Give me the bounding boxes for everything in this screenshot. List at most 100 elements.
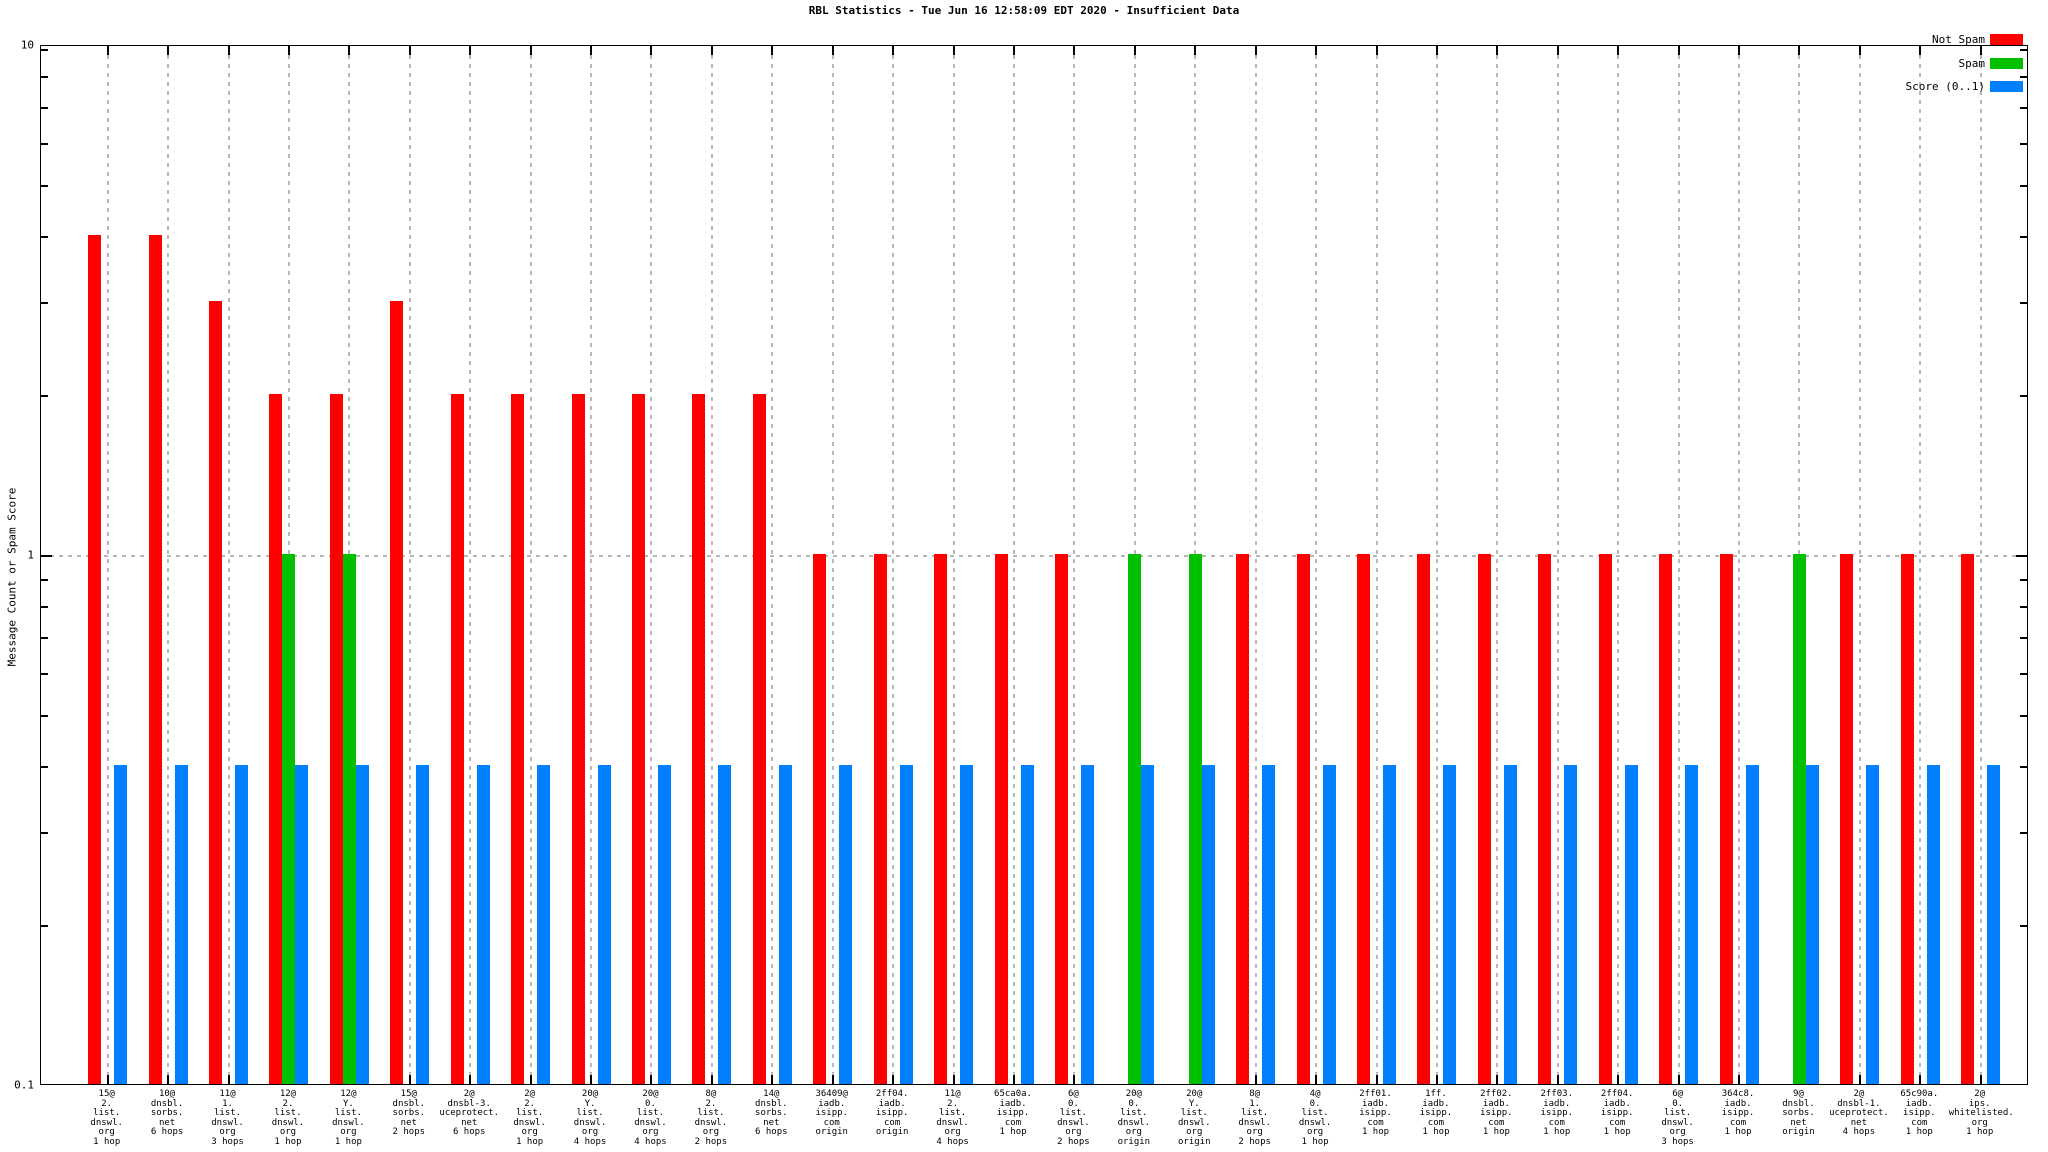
x-tick-label: 4@ 0. list. dnswl. org 1 hop <box>1298 1089 1332 1147</box>
bar-not-spam <box>631 394 645 1084</box>
gridline-vertical <box>1315 46 1318 1084</box>
bar-not-spam <box>450 394 464 1084</box>
y-tick-minor <box>2020 395 2027 398</box>
bar-not-spam <box>873 554 887 1084</box>
y-tick-minor <box>41 765 48 768</box>
bar-not-spam <box>1900 554 1914 1084</box>
gridline-vertical <box>1254 46 1257 1084</box>
y-tick-minor <box>2020 637 2027 640</box>
chart-title: RBL Statistics - Tue Jun 16 12:58:09 EDT… <box>808 4 1240 17</box>
x-tick-bottom <box>590 1075 593 1084</box>
y-tick-minor <box>2020 672 2027 675</box>
x-tick-label: 2@ dnsbl-1. uceprotect. net 4 hops <box>1829 1089 1889 1138</box>
gridline-vertical <box>529 46 532 1084</box>
gridline-vertical <box>892 46 895 1084</box>
bar-score <box>1745 764 1759 1084</box>
bar-not-spam <box>390 301 404 1084</box>
gridline-vertical <box>1738 46 1741 1084</box>
x-tick-label: 15@ 2. list. dnswl. org 1 hop <box>90 1089 123 1147</box>
x-tick-top <box>1556 46 1559 55</box>
bar-score <box>537 764 551 1084</box>
gridline-vertical <box>831 46 834 1084</box>
bar-not-spam <box>1054 554 1068 1084</box>
bar-score <box>1624 764 1638 1084</box>
bar-not-spam <box>511 394 525 1084</box>
bar-score <box>1262 764 1276 1084</box>
x-tick-top <box>167 46 170 55</box>
y-tick-minor <box>41 107 48 110</box>
gridline-vertical <box>1556 46 1559 1084</box>
gridline-vertical <box>1496 46 1499 1084</box>
bar-score <box>1443 764 1457 1084</box>
x-tick-label: 2ff02. iadb. isipp. com 1 hop <box>1480 1089 1513 1138</box>
bar-score <box>597 764 611 1084</box>
x-tick-bottom <box>1677 1075 1680 1084</box>
x-tick-label: 2ff01. iadb. isipp. com 1 hop <box>1359 1089 1392 1138</box>
bar-spam <box>282 554 296 1084</box>
x-tick-bottom <box>1435 1075 1438 1084</box>
y-tick-minor <box>41 637 48 640</box>
bar-score <box>657 764 671 1084</box>
gridline-vertical <box>408 46 411 1084</box>
y-tick-minor <box>41 672 48 675</box>
y-tick-minor <box>41 302 48 305</box>
x-tick-label: 9@ dnsbl. sorbs. net origin <box>1782 1089 1815 1138</box>
bar-not-spam <box>1417 554 1431 1084</box>
x-tick-bottom <box>710 1075 713 1084</box>
legend-label: Score (0..1) <box>1905 80 1985 93</box>
x-tick-label: 6@ 0. list. dnswl. org 3 hops <box>1661 1089 1694 1147</box>
x-tick-label: 2ff04. iadb. isipp. com 1 hop <box>1600 1089 1634 1138</box>
bar-spam <box>342 554 356 1084</box>
bar-score <box>416 764 430 1084</box>
x-tick-bottom <box>1556 1075 1559 1084</box>
y-tick-minor <box>2020 606 2027 609</box>
x-tick-top <box>1254 46 1257 55</box>
bar-score <box>1141 764 1155 1084</box>
bar-score <box>1564 764 1578 1084</box>
x-tick-top <box>831 46 834 55</box>
x-tick-label: 10@ dnsbl. sorbs. net 6 hops <box>150 1089 184 1138</box>
x-tick-bottom <box>1375 1075 1378 1084</box>
x-tick-top <box>1979 46 1982 55</box>
y-tick-minor <box>41 925 48 928</box>
x-tick-label: 20@ Y. list. dnswl. org origin <box>1177 1089 1211 1147</box>
x-tick-top <box>1073 46 1076 55</box>
gridline-vertical <box>1677 46 1680 1084</box>
bar-not-spam <box>692 394 706 1084</box>
y-tick-minor <box>41 606 48 609</box>
y-tick-major <box>2016 555 2027 557</box>
x-tick-bottom <box>529 1075 532 1084</box>
y-tick-minor <box>41 235 48 238</box>
y-tick-minor <box>2020 714 2027 717</box>
gridline-vertical <box>1919 46 1922 1084</box>
bar-not-spam <box>752 394 766 1084</box>
y-tick-minor <box>41 49 48 52</box>
x-tick-label: 20@ 0. list. dnswl. org origin <box>1117 1089 1151 1147</box>
gridline-y1 <box>41 555 2027 557</box>
bar-not-spam <box>1719 554 1733 1084</box>
bar-not-spam <box>1840 554 1854 1084</box>
x-tick-top <box>892 46 895 55</box>
x-tick-bottom <box>1919 1075 1922 1084</box>
bar-score <box>1987 764 2001 1084</box>
x-tick-bottom <box>831 1075 834 1084</box>
x-tick-label: 8@ 1. list. dnswl. org 2 hops <box>1238 1089 1271 1147</box>
gridline-vertical <box>771 46 774 1084</box>
y-tick-minor <box>2020 235 2027 238</box>
x-tick-top <box>650 46 653 55</box>
y-tick-minor <box>2020 302 2027 305</box>
x-tick-label: 8@ 2. list. dnswl. org 2 hops <box>694 1089 728 1147</box>
bar-spam <box>1128 554 1142 1084</box>
y-tick-minor <box>2020 76 2027 79</box>
x-tick-bottom <box>1013 1075 1015 1084</box>
y-tick-minor <box>41 184 48 187</box>
x-tick-top <box>106 46 109 55</box>
x-tick-bottom <box>408 1075 411 1084</box>
gridline-vertical <box>1375 46 1378 1084</box>
x-tick-top <box>1315 46 1318 55</box>
gridline-vertical <box>650 46 653 1084</box>
bar-not-spam <box>934 554 948 1084</box>
x-tick-top <box>287 46 290 55</box>
x-tick-top <box>710 46 713 55</box>
x-tick-label: 2@ ips. whitelisted. org 1 hop <box>1948 1089 2014 1138</box>
